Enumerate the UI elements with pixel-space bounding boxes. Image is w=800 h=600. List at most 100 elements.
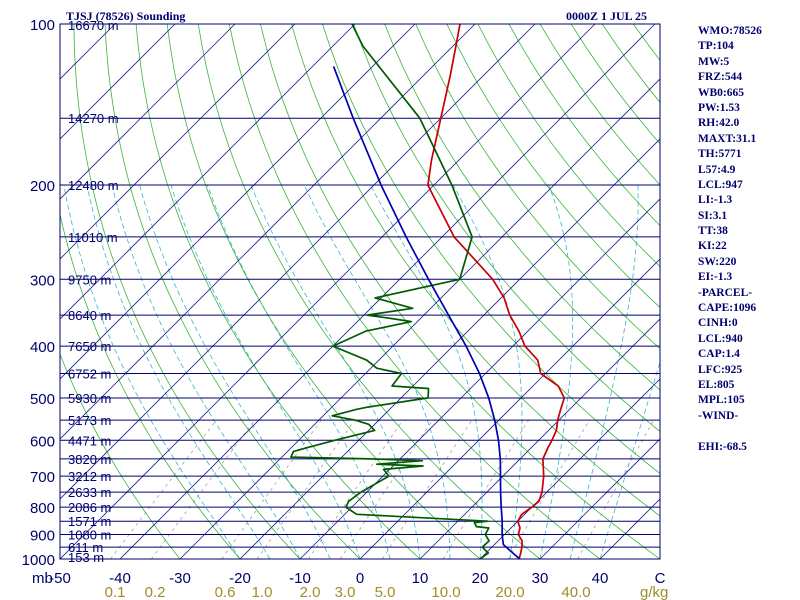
mixing-ratio-line [110, 419, 217, 559]
height-label: 8640 m [68, 308, 111, 323]
mixing-ratio-line [442, 419, 530, 559]
temperature-tick-label: 10 [412, 570, 429, 587]
mixing-ratio-label: 0.2 [145, 584, 166, 600]
moist-adiabat-line [539, 184, 574, 559]
isotherm-line [60, 24, 356, 320]
isotherm-line [359, 258, 660, 559]
pressure-tick-label: 800 [30, 500, 55, 517]
index-item: TH:5771 [698, 148, 742, 161]
pressure-tick-label: 1000 [22, 552, 55, 569]
dry-adiabat-line [291, 24, 660, 517]
station-title: TJSJ (78526) Sounding [66, 9, 185, 23]
mixing-ratio-label: 0.6 [215, 584, 236, 600]
dry-adiabat-line [104, 24, 361, 559]
index-item: TP:104 [698, 40, 734, 53]
temperature-tick-label: -10 [289, 570, 311, 587]
isotherm-line [60, 24, 536, 500]
mixing-ratio-label: 0.1 [105, 584, 126, 600]
indices-panel: WMO:78526 TP:104 MW:5 FRZ:544 WB0:665 PW:1.53… [698, 24, 798, 455]
mixing-ratio-line [507, 419, 590, 559]
moist-adiabat-line [303, 184, 451, 559]
height-label: 14270 m [68, 111, 119, 126]
index-item: CAP:1.4 [698, 348, 740, 361]
mixing-ratio-label: 5.0 [375, 584, 396, 600]
index-item: FRZ:544 [698, 71, 743, 84]
mixing-ratio-line [221, 419, 322, 559]
pressure-tick-label: 400 [30, 339, 55, 356]
mixing-ratio-line [308, 419, 404, 559]
height-label: 153 m [68, 550, 104, 565]
sounding-profiles [290, 24, 566, 559]
mixing-ratio-label: 40.0 [561, 584, 590, 600]
isotherm-line [60, 24, 176, 140]
mixing-ratio-label: 3.0 [335, 584, 356, 600]
isotherm-line [299, 198, 660, 559]
height-label: 3212 m [68, 469, 111, 484]
isotherm-line [60, 24, 296, 260]
index-item: LCL:940 [698, 332, 743, 345]
mixing-ratio-units-label: g/kg [640, 584, 668, 600]
index-item: KI:22 [698, 240, 727, 253]
mixing-ratio-label: 2.0 [300, 584, 321, 600]
index-item: EL:805 [698, 378, 735, 391]
index-item: LCL:947 [698, 178, 743, 191]
isotherm-line [60, 24, 596, 559]
temperature-tick-label: -50 [49, 570, 71, 587]
isotherm-line [119, 24, 656, 559]
parcel-line [332, 66, 522, 559]
mixing-ratio-lines [110, 419, 655, 559]
index-item: TT:38 [698, 225, 728, 238]
index-item: MPL:105 [698, 394, 745, 407]
moist-adiabat-line [111, 185, 301, 559]
index-item: CAPE:1096 [698, 302, 757, 315]
mixing-ratio-line [381, 419, 473, 559]
temperature-tick-label: -40 [109, 570, 131, 587]
pressure-tick-label: 300 [30, 272, 55, 289]
dry-adiabat-line [135, 24, 421, 559]
moist-adiabat-line [170, 184, 361, 559]
temperature-tick-label: -30 [169, 570, 191, 587]
isotherm-line [60, 24, 236, 200]
height-label: 6752 m [68, 366, 111, 381]
mixing-ratio-label: 1.0 [252, 584, 273, 600]
sounding-time: 0000Z 1 JUL 25 [566, 9, 647, 23]
temperature-tick-label: -20 [229, 570, 251, 587]
index-item: WMO:78526 [698, 25, 762, 37]
height-label: 9750 m [68, 272, 111, 287]
mixing-ratio-label: 10.0 [431, 584, 460, 600]
index-item: PW:1.53 [698, 101, 740, 114]
mixing-ratio-label: 20.0 [495, 584, 524, 600]
mixing-ratio-line [577, 419, 655, 559]
moist-adiabat-line [370, 184, 483, 559]
index-item: CINH:0 [698, 317, 738, 330]
isotherms [60, 24, 660, 559]
mixing-ratio-line [339, 419, 433, 559]
index-item: EI:-1.3 [698, 271, 733, 284]
pressure-tick-label: 700 [30, 469, 55, 486]
temperature-tick-label: 40 [592, 570, 609, 587]
index-item: LFC:925 [698, 363, 743, 376]
mixing-ratio-line [256, 419, 356, 559]
isotherm-line [179, 78, 660, 559]
index-item: LI:-1.3 [698, 194, 733, 207]
dry-adiabat-line [197, 24, 541, 559]
index-item: WB0:665 [698, 86, 744, 99]
height-label: 1571 m [68, 514, 111, 529]
temperature-tick-label: 20 [472, 570, 489, 587]
temperature-tick-label: C [655, 570, 666, 587]
index-item: MW:5 [698, 55, 730, 68]
moist-adiabats [63, 184, 660, 559]
height-label: 3820 m [68, 452, 111, 467]
index-item: -PARCEL- [698, 286, 753, 299]
height-label: 611 m [68, 540, 103, 555]
dewpoint-line [290, 24, 490, 559]
index-item: -WIND- [698, 409, 739, 422]
mixing-ratio-line [150, 419, 256, 559]
index-item: L57:4.9 [698, 163, 736, 176]
isotherm-line [239, 138, 660, 559]
isobars [60, 117, 660, 548]
moist-adiabat-line [452, 184, 523, 559]
temperature-line [427, 24, 566, 559]
